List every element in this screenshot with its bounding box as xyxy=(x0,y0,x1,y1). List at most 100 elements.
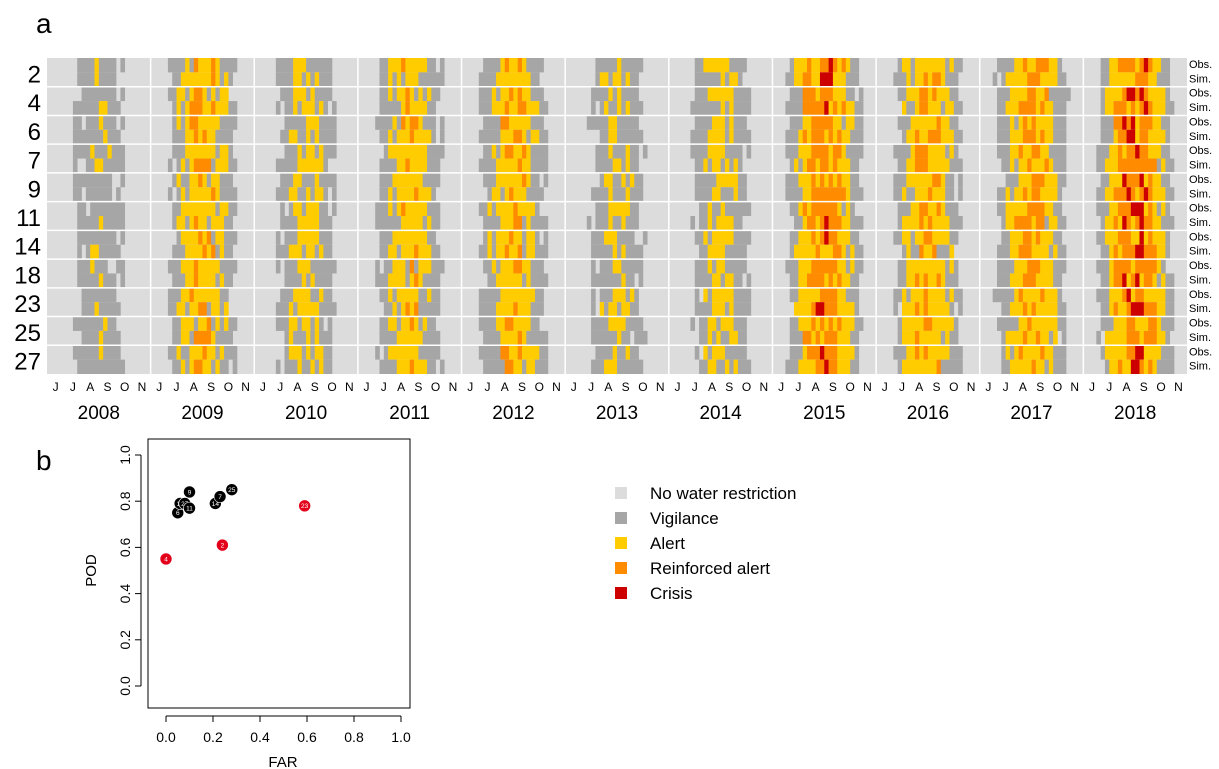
point-label: 6 xyxy=(176,510,180,517)
heatmap-cell xyxy=(409,115,415,130)
heatmap-cell xyxy=(612,302,618,317)
x-tick-label: 0.6 xyxy=(297,729,317,745)
heatmap-cell xyxy=(1165,316,1171,331)
heatmap-cell xyxy=(483,72,488,87)
heatmap-cell xyxy=(1031,129,1037,145)
heatmap-cell xyxy=(1130,287,1136,303)
heatmap-cell xyxy=(306,330,311,346)
heatmap-cell xyxy=(919,72,924,87)
heatmap-cell xyxy=(301,330,307,346)
heatmap-cell xyxy=(228,129,233,145)
heatmap-cell xyxy=(198,201,203,216)
heatmap-cell xyxy=(707,58,713,73)
heatmap-cell xyxy=(1035,316,1041,331)
heatmap-cell xyxy=(392,230,398,245)
heatmap-cell xyxy=(707,129,713,145)
heatmap-cell xyxy=(832,129,838,145)
heatmap-cell xyxy=(1044,302,1050,317)
heatmap-cell xyxy=(1048,101,1054,116)
heatmap-cell xyxy=(120,259,126,274)
heatmap-cell xyxy=(526,101,531,116)
heatmap-cell xyxy=(1031,72,1037,87)
heatmap-cell xyxy=(509,158,514,173)
heatmap-cell xyxy=(297,101,303,116)
heatmap-cell xyxy=(405,129,411,145)
heatmap-cell xyxy=(1117,316,1123,331)
heatmap-cell xyxy=(1156,72,1162,87)
heatmap-cell xyxy=(180,259,186,274)
heatmap-cell xyxy=(1027,101,1032,116)
heatmap-cell xyxy=(807,201,812,216)
heatmap-cell xyxy=(703,187,708,202)
heatmap-cell xyxy=(824,115,829,130)
heatmap-cell xyxy=(232,158,238,173)
heatmap-cell xyxy=(1109,287,1114,303)
heatmap-cell xyxy=(604,259,609,274)
heatmap-cell xyxy=(517,115,523,130)
heatmap-cell xyxy=(1122,216,1127,231)
heatmap-cell xyxy=(90,101,95,116)
heatmap-cell xyxy=(1165,216,1171,231)
heatmap-cell xyxy=(737,115,743,130)
heatmap-cell xyxy=(534,287,540,303)
heatmap-cell xyxy=(94,86,100,102)
heatmap-cell xyxy=(919,302,924,317)
heatmap-cell xyxy=(224,259,229,274)
heatmap-cell xyxy=(902,172,907,188)
heatmap-cell xyxy=(392,172,398,188)
heatmap-cell xyxy=(275,359,281,374)
heatmap-cell xyxy=(910,316,916,331)
heatmap-cell xyxy=(1156,345,1162,360)
heatmap-cell xyxy=(323,101,328,116)
heatmap-cell xyxy=(1156,115,1162,130)
heatmap-cell xyxy=(1048,230,1054,245)
heatmap-cell xyxy=(634,144,639,159)
heatmap-cell xyxy=(427,158,432,173)
heatmap-cell xyxy=(414,115,419,130)
heatmap-cell xyxy=(841,287,847,303)
heatmap-cell xyxy=(297,216,303,231)
heatmap-cell xyxy=(1143,86,1149,102)
month-tick-label: N xyxy=(552,380,561,394)
heatmap-cell xyxy=(953,316,959,331)
heatmap-cell xyxy=(815,72,821,87)
heatmap-cell xyxy=(720,58,726,73)
heatmap-cell xyxy=(785,359,791,374)
heatmap-cell xyxy=(280,244,285,260)
heatmap-cell xyxy=(1143,187,1149,202)
heatmap-cell xyxy=(111,345,117,360)
heatmap-cell xyxy=(487,330,493,346)
heatmap-cell xyxy=(422,144,428,159)
heatmap-cell xyxy=(1005,302,1011,317)
heatmap-cell xyxy=(837,201,842,216)
heatmap-cell xyxy=(293,115,298,130)
heatmap-cell xyxy=(1014,201,1019,216)
heatmap-cell xyxy=(509,330,514,346)
heatmap-cell xyxy=(599,58,605,73)
heatmap-cell xyxy=(940,72,946,87)
heatmap-cell xyxy=(314,86,320,102)
heatmap-cell xyxy=(1061,330,1067,346)
heatmap-cell xyxy=(496,72,501,87)
heatmap-cell xyxy=(1117,302,1123,317)
heatmap-cell xyxy=(625,345,631,360)
heatmap-cell xyxy=(77,172,82,188)
heatmap-cell xyxy=(228,273,233,288)
heatmap-cell xyxy=(634,316,639,331)
heatmap-cell xyxy=(1022,259,1028,274)
heatmap-cell xyxy=(431,72,436,87)
heatmap-cell xyxy=(310,273,316,288)
heatmap-cell xyxy=(621,287,626,303)
heatmap-cell xyxy=(306,158,311,173)
heatmap-cell xyxy=(1035,58,1041,73)
heatmap-cell xyxy=(180,101,186,116)
heatmap-cell xyxy=(332,101,337,116)
heatmap-cell xyxy=(405,345,411,360)
heatmap-cell xyxy=(845,330,851,346)
heatmap-cell xyxy=(789,72,795,87)
heatmap-cell xyxy=(716,359,721,374)
heatmap-cell xyxy=(724,158,730,173)
heatmap-cell xyxy=(712,216,717,231)
heatmap-cell xyxy=(694,86,700,102)
heatmap-cell xyxy=(923,144,929,159)
